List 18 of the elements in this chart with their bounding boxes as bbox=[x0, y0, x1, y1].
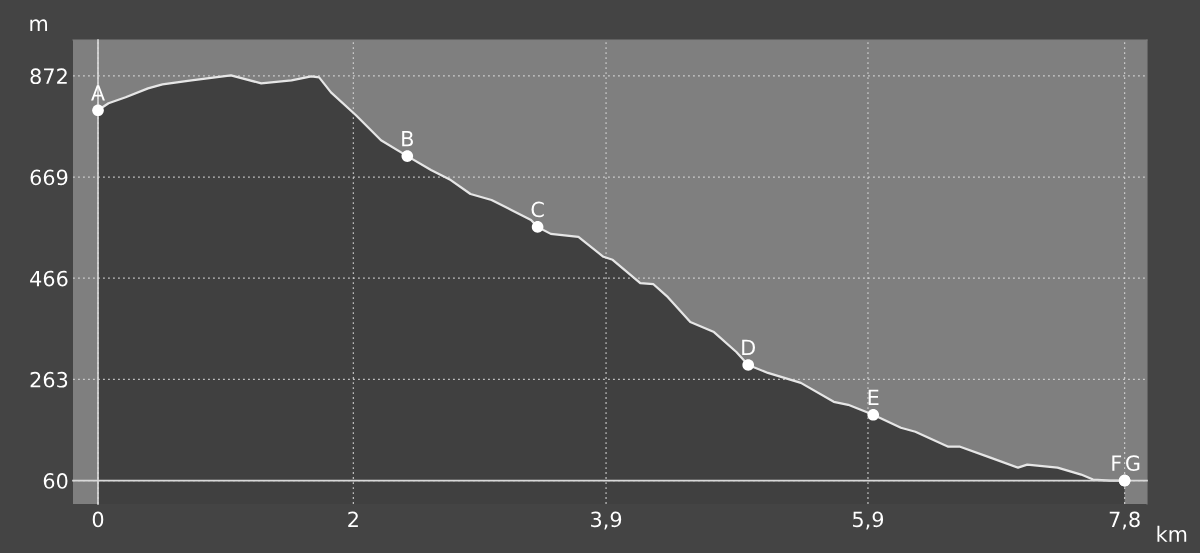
y-tick-label: 872 bbox=[30, 68, 67, 85]
y-tick-label: 60 bbox=[43, 473, 68, 489]
x-axis-title: km bbox=[1157, 525, 1187, 542]
annotation: D bbox=[742, 339, 755, 356]
annotation: F bbox=[1112, 455, 1122, 471]
x-tick-label: 7,8 bbox=[1109, 511, 1140, 530]
y-tick-label: 669 bbox=[30, 169, 68, 186]
x-tick-label: 5,9 bbox=[853, 511, 884, 530]
y-tick-label: 263 bbox=[30, 371, 68, 388]
x-tick-label: 0 bbox=[92, 511, 104, 528]
y-axis-title: m bbox=[30, 19, 48, 32]
annotation: E bbox=[868, 389, 879, 405]
x-tick-label: 2 bbox=[348, 511, 358, 527]
x-tick-label: 3,9 bbox=[591, 511, 622, 530]
annotation: B bbox=[402, 131, 413, 147]
annotation: G bbox=[1126, 455, 1140, 471]
annotation: C bbox=[531, 201, 544, 218]
y-tick-label: 466 bbox=[30, 270, 68, 287]
